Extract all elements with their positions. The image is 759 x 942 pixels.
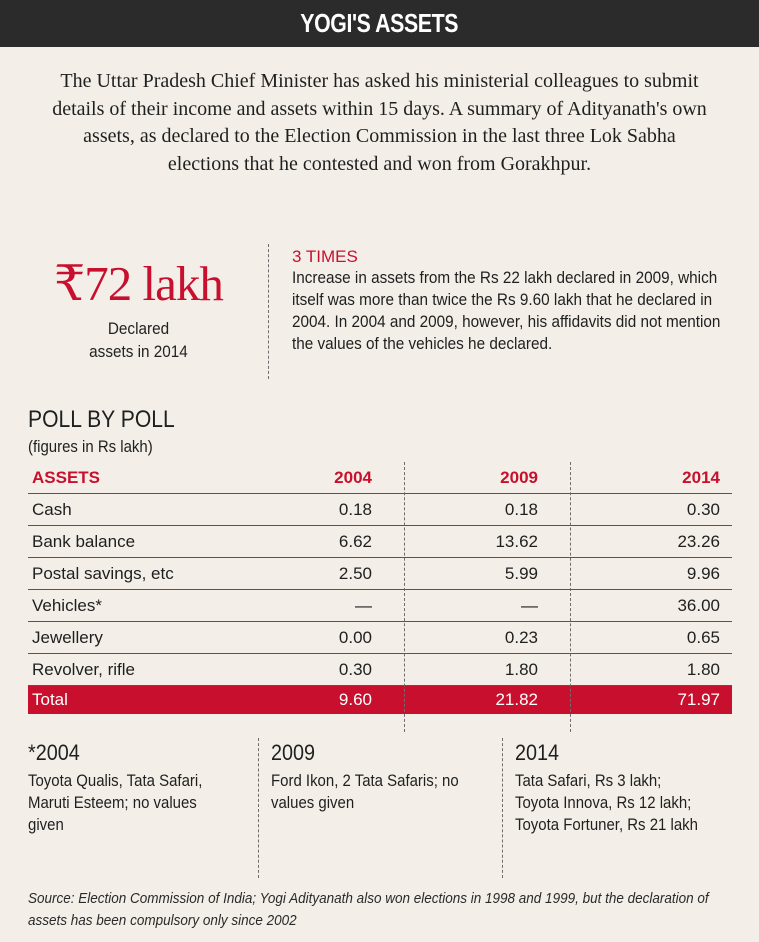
highlight-caption-line1: Declared [107,319,170,338]
table-row: Jewellery 0.00 0.23 0.65 [28,622,732,654]
row-value-2004: 2.50 [338,563,372,583]
table-row: Postal savings, etc 2.50 5.99 9.96 [28,558,732,590]
row-value-2014: 0.65 [686,627,720,647]
row-value-2014: 9.96 [686,563,720,583]
row-label: Revolver, rifle [32,659,135,679]
note-2014: 2014 Tata Safari, Rs 3 lakh; Toyota Inno… [515,740,735,836]
intro-paragraph: The Uttar Pradesh Chief Minister has ask… [52,70,707,175]
note-text: Toyota Qualis, Tata Safari, Maruti Estee… [28,771,203,834]
row-value-2004: 0.18 [338,499,372,519]
page-title: YOGI'S ASSETS [300,8,459,38]
poll-subtitle: (figures in Rs lakh) [28,437,153,456]
table-row: Vehicles* — — 36.00 [28,590,732,622]
row-value-2014: 0.30 [686,499,720,519]
total-value-2004: 9.60 [338,690,372,709]
source-text: Source: Election Commission of India; Yo… [28,890,709,929]
table-total-row: Total 9.60 21.82 71.97 [28,686,732,714]
row-value-2004: 0.30 [338,659,372,679]
row-value-2014: 36.00 [677,595,720,615]
row-label: Vehicles* [32,595,102,615]
table-row: Cash 0.18 0.18 0.30 [28,494,732,526]
note-text: Ford Ikon, 2 Tata Safaris; no values giv… [271,771,459,812]
note-2009: 2009 Ford Ikon, 2 Tata Safaris; no value… [271,740,496,814]
row-value-2004: — [355,595,372,615]
callout-heading: 3 TIMES [292,247,358,266]
row-label: Bank balance [32,531,136,551]
column-header-2009: 2009 [500,467,538,487]
column-header-2014: 2014 [682,467,720,487]
row-value-2009: 0.18 [504,499,538,519]
row-label: Jewellery [32,627,103,647]
callout-body: Increase in assets from the Rs 22 lakh d… [292,268,721,353]
column-divider [570,462,571,732]
notes-divider [502,738,503,878]
total-label: Total [32,690,68,709]
source-note: Source: Election Commission of India; Yo… [28,888,748,932]
table-row: Bank balance 6.62 13.62 23.26 [28,526,732,558]
row-label: Postal savings, etc [32,563,174,583]
poll-title: POLL BY POLL [28,406,175,433]
row-value-2014: 1.80 [686,659,720,679]
total-value-2009: 21.82 [495,690,538,709]
highlight-caption-line2: assets in 2014 [89,342,188,361]
highlight-caption: Declared assets in 2014 [46,317,231,363]
column-header-2004: 2004 [334,467,372,487]
note-2004: *2004 Toyota Qualis, Tata Safari, Maruti… [28,740,248,836]
note-year: *2004 [28,740,80,765]
assets-table: ASSETS 2004 2009 2014 Cash 0.18 0.18 0.3… [28,462,732,714]
row-value-2009: 0.23 [504,627,538,647]
table-header-row: ASSETS 2004 2009 2014 [28,462,732,494]
note-year: 2014 [515,740,560,765]
row-value-2009: — [521,595,538,615]
column-header-assets: ASSETS [32,467,101,487]
note-year: 2009 [271,740,316,765]
row-value-2009: 5.99 [504,563,538,583]
highlight-figure: ₹72 lakh [54,256,224,311]
header-bar: YOGI'S ASSETS [0,0,759,47]
row-value-2009: 13.62 [495,531,538,551]
table-row: Revolver, rifle 0.30 1.80 1.80 [28,654,732,686]
row-value-2004: 6.62 [338,531,372,551]
row-value-2004: 0.00 [338,627,372,647]
callout: 3 TIMES Increase in assets from the Rs 2… [292,246,732,355]
row-value-2014: 23.26 [677,531,720,551]
notes-divider [258,738,259,878]
row-value-2009: 1.80 [504,659,538,679]
row-label: Cash [32,499,72,519]
column-divider [404,462,405,732]
callout-divider [268,244,269,379]
note-text: Tata Safari, Rs 3 lakh; Toyota Innova, R… [515,771,698,834]
total-value-2014: 71.97 [677,690,720,709]
